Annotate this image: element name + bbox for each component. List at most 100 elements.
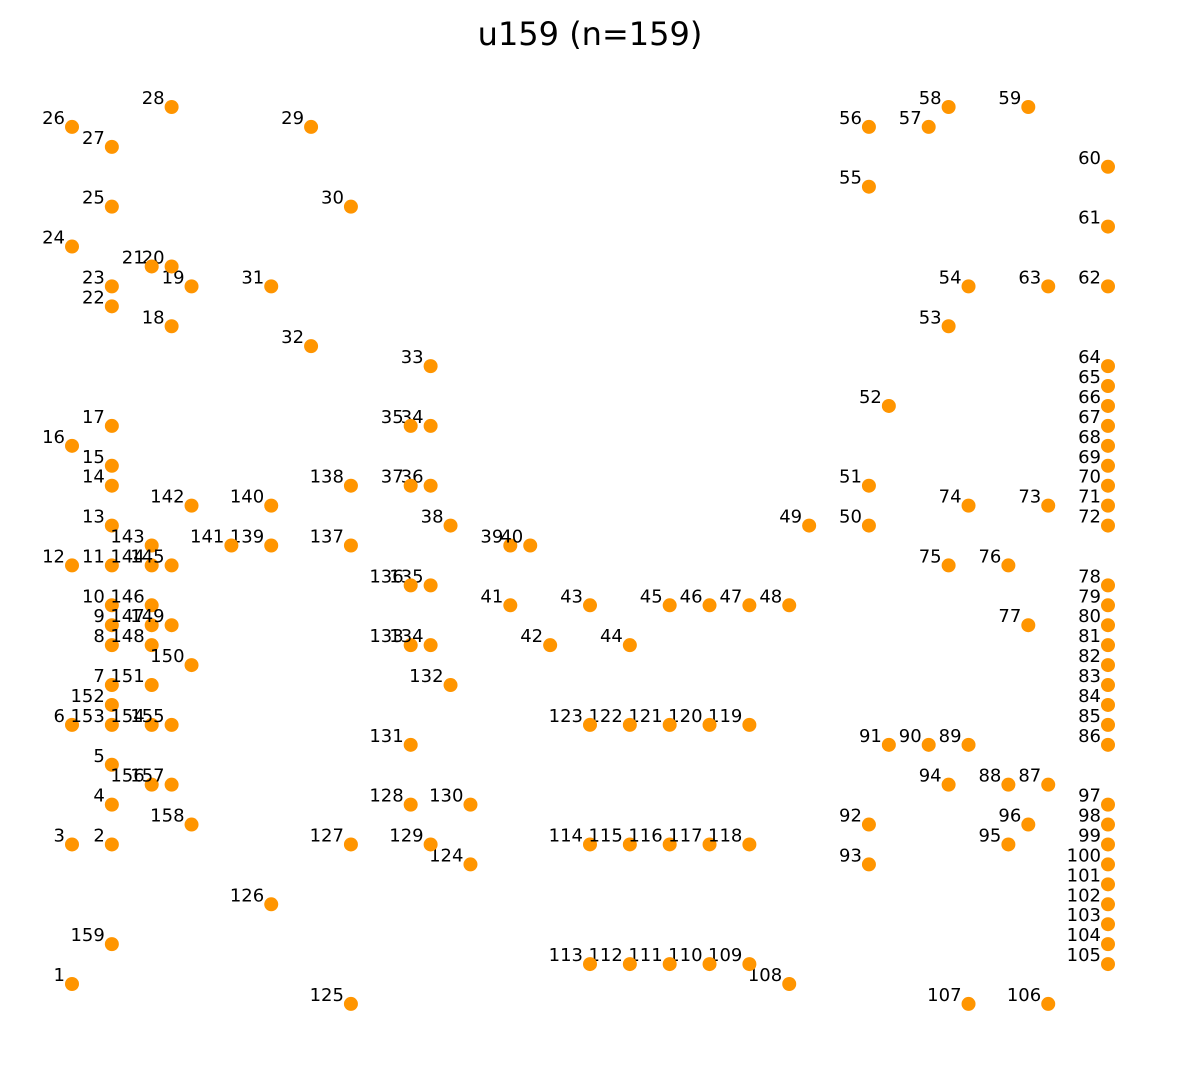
point-98: 98: [1078, 806, 1115, 832]
point-label: 5: [93, 746, 104, 767]
point-marker: [961, 498, 976, 513]
point-52: 52: [859, 387, 896, 413]
point-label: 130: [429, 786, 463, 807]
point-90: 90: [899, 726, 936, 752]
point-marker: [104, 139, 119, 154]
point-25: 25: [82, 188, 119, 214]
point-label: 80: [1078, 606, 1101, 627]
point-label: 121: [628, 706, 662, 727]
point-21: 21: [122, 247, 159, 274]
point-27: 27: [82, 128, 119, 154]
point-128: 128: [369, 786, 418, 812]
point-140: 140: [230, 487, 279, 513]
point-label: 131: [369, 726, 403, 747]
point-marker: [1101, 418, 1115, 433]
point-label: 151: [110, 666, 144, 687]
point-marker: [622, 638, 637, 653]
point-label: 12: [42, 546, 65, 567]
point-marker: [1001, 777, 1016, 792]
point-marker: [104, 598, 119, 613]
point-label: 65: [1078, 367, 1101, 388]
point-marker: [702, 957, 717, 972]
point-marker: [423, 478, 438, 493]
point-marker: [164, 717, 179, 732]
point-marker: [662, 837, 677, 852]
point-label: 1: [54, 965, 65, 986]
point-label: 83: [1078, 666, 1101, 687]
point-label: 157: [130, 766, 164, 787]
point-48: 48: [759, 586, 797, 613]
point-label: 93: [839, 845, 862, 866]
point-label: 82: [1078, 646, 1101, 667]
point-marker: [1101, 737, 1115, 752]
point-label: 101: [1067, 865, 1101, 886]
point-label: 114: [549, 825, 583, 846]
point-marker: [164, 259, 179, 274]
point-marker: [1101, 877, 1115, 892]
point-63: 63: [1018, 267, 1056, 294]
point-label: 149: [130, 606, 164, 627]
point-label: 19: [162, 267, 185, 288]
point-label: 133: [369, 626, 403, 647]
point-30: 30: [321, 188, 358, 214]
point-91: 91: [859, 726, 896, 752]
point-marker: [104, 199, 119, 214]
point-label: 94: [919, 766, 942, 787]
point-marker: [164, 558, 179, 573]
point-label: 152: [70, 686, 104, 707]
point-label: 146: [110, 586, 144, 607]
point-marker: [941, 319, 956, 334]
point-label: 100: [1067, 845, 1101, 866]
point-label: 47: [719, 586, 742, 607]
point-label: 150: [150, 646, 184, 667]
point-marker: [742, 837, 757, 852]
point-81: 81: [1078, 626, 1115, 653]
point-marker: [523, 538, 538, 553]
point-label: 107: [927, 985, 961, 1006]
point-label: 153: [70, 706, 104, 727]
point-marker: [1101, 159, 1115, 174]
point-marker: [1101, 937, 1115, 952]
point-marker: [1041, 498, 1056, 513]
point-136: 136: [369, 566, 418, 593]
point-40: 40: [500, 527, 538, 553]
point-marker: [702, 837, 717, 852]
point-57: 57: [899, 108, 936, 134]
point-marker: [1101, 658, 1115, 673]
point-label: 124: [429, 845, 463, 866]
point-marker: [1041, 996, 1056, 1011]
point-marker: [423, 837, 438, 852]
point-label: 31: [241, 267, 264, 288]
point-label: 23: [82, 267, 105, 288]
point-label: 128: [369, 786, 403, 807]
point-marker: [1101, 797, 1115, 812]
point-marker: [104, 458, 119, 473]
point-153: 153: [70, 706, 119, 732]
point-label: 27: [82, 128, 105, 149]
point-marker: [144, 717, 159, 732]
point-label: 111: [628, 945, 662, 966]
point-label: 106: [1007, 985, 1041, 1006]
point-marker: [104, 837, 119, 852]
point-label: 62: [1078, 267, 1101, 288]
point-113: 113: [549, 945, 597, 972]
point-marker: [343, 837, 358, 852]
point-49: 49: [779, 507, 817, 533]
point-marker: [1101, 678, 1115, 693]
point-64: 64: [1078, 347, 1115, 374]
point-label: 41: [480, 586, 503, 607]
point-marker: [503, 598, 518, 613]
point-label: 76: [978, 546, 1001, 567]
point-label: 54: [939, 267, 962, 288]
point-marker: [304, 119, 319, 134]
point-marker: [463, 857, 478, 872]
point-86: 86: [1078, 726, 1115, 752]
point-label: 4: [93, 786, 104, 807]
point-marker: [662, 598, 677, 613]
point-label: 92: [839, 806, 862, 827]
point-label: 69: [1078, 447, 1101, 468]
point-73: 73: [1018, 487, 1056, 513]
point-45: 45: [640, 586, 677, 613]
point-159: 159: [70, 925, 119, 952]
point-label: 60: [1078, 148, 1101, 169]
